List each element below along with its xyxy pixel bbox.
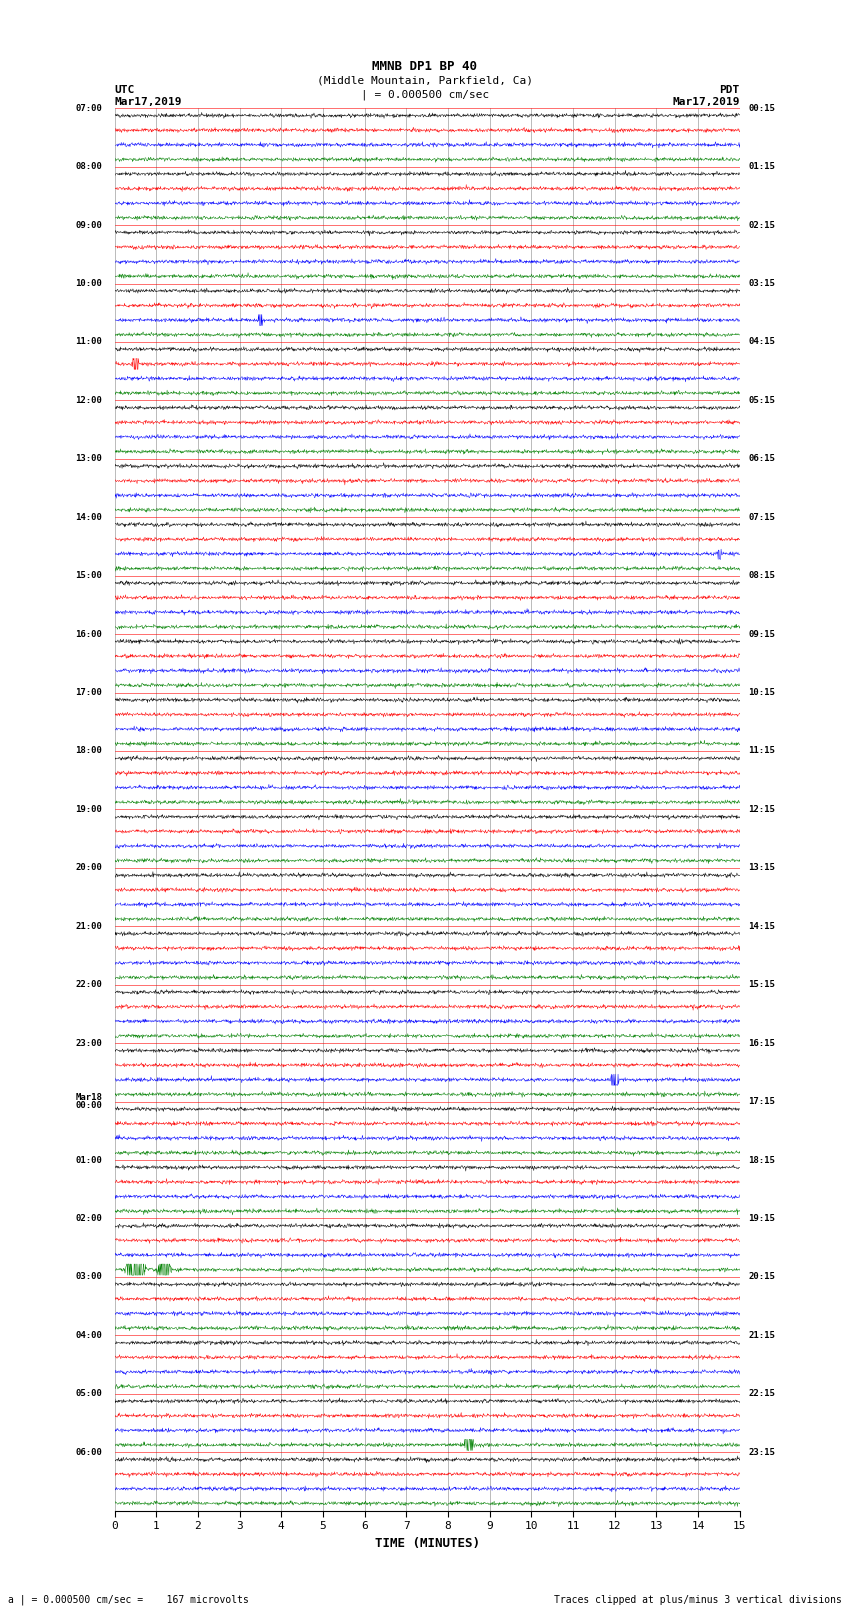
Text: 15:15: 15:15 xyxy=(748,981,775,989)
Text: 07:00: 07:00 xyxy=(75,103,102,113)
Text: 17:15: 17:15 xyxy=(748,1097,775,1107)
Text: 03:00: 03:00 xyxy=(75,1273,102,1281)
Text: UTC: UTC xyxy=(115,85,135,95)
Text: 21:00: 21:00 xyxy=(75,921,102,931)
Text: 05:15: 05:15 xyxy=(748,395,775,405)
Text: 03:15: 03:15 xyxy=(748,279,775,289)
Text: 22:15: 22:15 xyxy=(748,1389,775,1398)
Text: 17:00: 17:00 xyxy=(75,689,102,697)
Text: 10:15: 10:15 xyxy=(748,689,775,697)
Text: 20:00: 20:00 xyxy=(75,863,102,873)
Text: | = 0.000500 cm/sec: | = 0.000500 cm/sec xyxy=(361,90,489,100)
Text: 14:00: 14:00 xyxy=(75,513,102,521)
Text: 14:15: 14:15 xyxy=(748,921,775,931)
Text: 04:15: 04:15 xyxy=(748,337,775,347)
Text: (Middle Mountain, Parkfield, Ca): (Middle Mountain, Parkfield, Ca) xyxy=(317,76,533,85)
Text: 12:15: 12:15 xyxy=(748,805,775,815)
Text: Mar17,2019: Mar17,2019 xyxy=(672,97,740,106)
Text: 00:15: 00:15 xyxy=(748,103,775,113)
Text: 12:00: 12:00 xyxy=(75,395,102,405)
Text: 06:15: 06:15 xyxy=(748,455,775,463)
Text: 19:15: 19:15 xyxy=(748,1215,775,1223)
Text: a | = 0.000500 cm/sec =    167 microvolts: a | = 0.000500 cm/sec = 167 microvolts xyxy=(8,1594,249,1605)
Text: 07:15: 07:15 xyxy=(748,513,775,521)
Text: 16:15: 16:15 xyxy=(748,1039,775,1048)
Text: 19:00: 19:00 xyxy=(75,805,102,815)
Text: 11:00: 11:00 xyxy=(75,337,102,347)
X-axis label: TIME (MINUTES): TIME (MINUTES) xyxy=(375,1537,479,1550)
Text: 02:15: 02:15 xyxy=(748,221,775,229)
Text: 10:00: 10:00 xyxy=(75,279,102,289)
Text: 23:15: 23:15 xyxy=(748,1448,775,1457)
Text: 06:00: 06:00 xyxy=(75,1448,102,1457)
Text: 13:00: 13:00 xyxy=(75,455,102,463)
Text: 00:00: 00:00 xyxy=(75,1102,102,1110)
Text: 15:00: 15:00 xyxy=(75,571,102,581)
Text: 18:15: 18:15 xyxy=(748,1155,775,1165)
Text: 13:15: 13:15 xyxy=(748,863,775,873)
Text: 22:00: 22:00 xyxy=(75,981,102,989)
Text: 01:15: 01:15 xyxy=(748,163,775,171)
Text: Traces clipped at plus/minus 3 vertical divisions: Traces clipped at plus/minus 3 vertical … xyxy=(553,1595,842,1605)
Text: 05:00: 05:00 xyxy=(75,1389,102,1398)
Text: 09:00: 09:00 xyxy=(75,221,102,229)
Text: Mar18: Mar18 xyxy=(75,1092,102,1102)
Text: 18:00: 18:00 xyxy=(75,747,102,755)
Text: 21:15: 21:15 xyxy=(748,1331,775,1340)
Text: Mar17,2019: Mar17,2019 xyxy=(115,97,182,106)
Text: MMNB DP1 BP 40: MMNB DP1 BP 40 xyxy=(372,60,478,73)
Text: 08:15: 08:15 xyxy=(748,571,775,581)
Text: 09:15: 09:15 xyxy=(748,629,775,639)
Text: 20:15: 20:15 xyxy=(748,1273,775,1281)
Text: 02:00: 02:00 xyxy=(75,1215,102,1223)
Text: 08:00: 08:00 xyxy=(75,163,102,171)
Text: 23:00: 23:00 xyxy=(75,1039,102,1048)
Text: 11:15: 11:15 xyxy=(748,747,775,755)
Text: 16:00: 16:00 xyxy=(75,629,102,639)
Text: PDT: PDT xyxy=(720,85,740,95)
Text: 01:00: 01:00 xyxy=(75,1155,102,1165)
Text: 04:00: 04:00 xyxy=(75,1331,102,1340)
